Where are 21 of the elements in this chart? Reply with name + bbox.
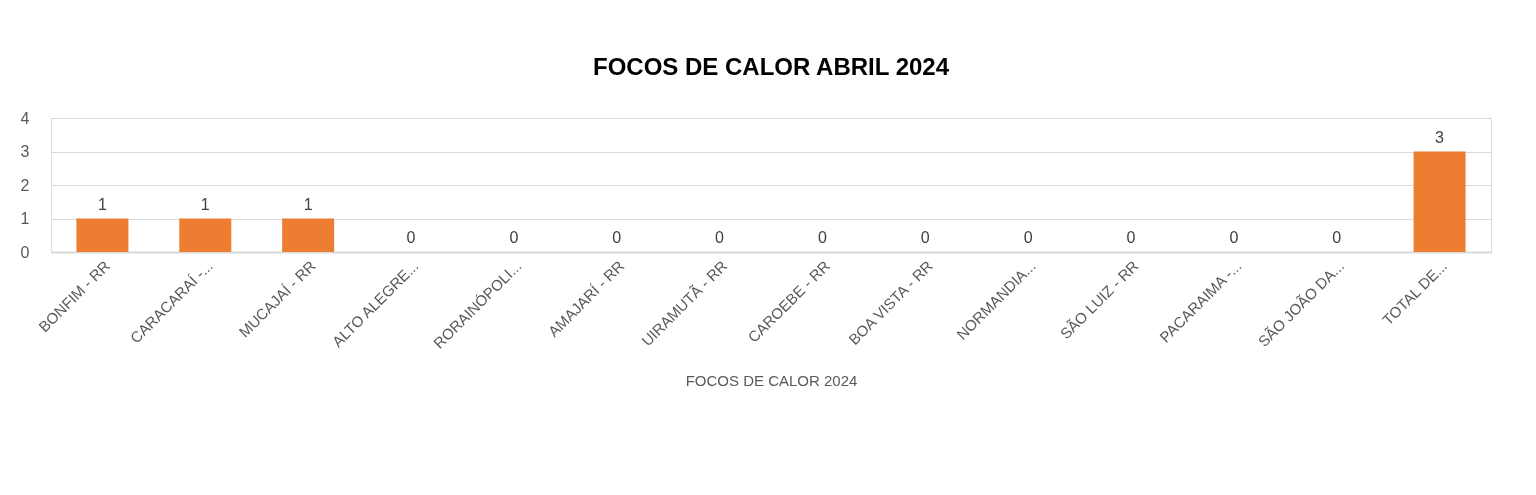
y-tick-label: 1 bbox=[20, 210, 30, 227]
data-label: 0 bbox=[817, 229, 827, 246]
data-label: 0 bbox=[920, 229, 930, 246]
data-label: 1 bbox=[303, 195, 313, 213]
data-label: 0 bbox=[1023, 229, 1033, 246]
data-label: 1 bbox=[97, 195, 107, 213]
y-tick-label: 2 bbox=[20, 176, 30, 194]
y-tick-label: 4 bbox=[20, 109, 30, 127]
data-label: 0 bbox=[406, 229, 416, 246]
data-label: 1 bbox=[200, 195, 210, 213]
y-tick-label: 3 bbox=[20, 143, 30, 160]
data-label: 3 bbox=[1435, 128, 1445, 146]
chart-title: FOCOS DE CALOR ABRIL 2024 bbox=[592, 53, 950, 80]
data-label: 0 bbox=[1332, 229, 1342, 246]
x-axis-title: FOCOS DE CALOR 2024 bbox=[685, 371, 858, 389]
data-label: 0 bbox=[612, 229, 622, 246]
y-tick-label: 0 bbox=[20, 243, 30, 261]
data-label: 0 bbox=[715, 229, 725, 246]
data-label: 0 bbox=[509, 229, 519, 246]
data-label: 0 bbox=[1229, 229, 1239, 246]
data-label: 0 bbox=[1126, 229, 1136, 246]
